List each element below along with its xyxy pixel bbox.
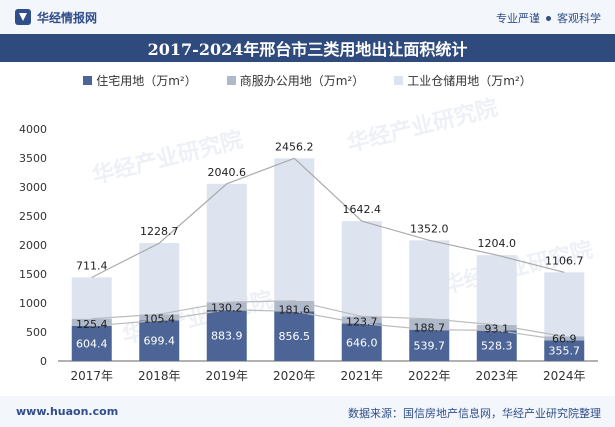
data-label-industrial: 2040.6 — [208, 166, 247, 179]
data-label-commercial: 181.6 — [279, 303, 311, 316]
data-label-commercial: 130.2 — [211, 302, 243, 315]
data-label-residential: 528.3 — [481, 340, 513, 353]
y-tick-label: 3000 — [19, 181, 47, 194]
x-tick-label: 2022年 — [408, 369, 451, 383]
data-label-residential: 646.0 — [346, 336, 378, 349]
bar-commercial — [206, 302, 247, 310]
data-label-industrial: 1642.4 — [343, 203, 382, 216]
data-label-industrial: 1228.7 — [140, 225, 179, 238]
y-tick-label: 0 — [40, 355, 47, 368]
dot-icon — [546, 15, 551, 21]
top-bar: 华经情报网 专业严谨 客观科学 — [0, 0, 615, 34]
x-tick-label: 2021年 — [340, 369, 383, 383]
data-label-residential: 699.4 — [144, 335, 176, 348]
legend-item-commercial: 商服办公用地（万m²） — [226, 71, 365, 89]
x-tick-label: 2017年 — [70, 369, 113, 383]
data-label-industrial: 1204.0 — [478, 237, 517, 250]
bar-industrial — [476, 255, 517, 325]
data-label-industrial: 711.4 — [76, 259, 108, 272]
bar-residential — [274, 311, 315, 361]
y-tick-label: 1500 — [19, 268, 47, 281]
bar-residential — [409, 329, 450, 361]
connector-line-commercial — [91, 300, 565, 338]
bar-commercial — [139, 314, 180, 321]
brand-name: 华经情报网 — [37, 10, 98, 25]
data-label-commercial: 123.7 — [346, 316, 378, 329]
bar-industrial — [274, 158, 315, 301]
x-tick-label: 2024年 — [543, 369, 586, 383]
bar-industrial — [544, 272, 585, 337]
legend-swatch-commercial — [226, 75, 236, 85]
connector-line-residential — [91, 309, 565, 341]
footer-source: 数据来源：国信房地产信息网，华经产业研究院整理 — [348, 407, 601, 420]
legend-swatch-residential — [83, 75, 93, 85]
bar-commercial — [544, 336, 585, 341]
footer-site[interactable]: www.huaon.com — [16, 405, 119, 418]
legend-swatch-industrial — [394, 75, 404, 85]
x-tick-label: 2020年 — [273, 369, 316, 383]
data-label-residential: 355.7 — [549, 345, 581, 358]
bar-commercial — [71, 318, 112, 326]
data-label-industrial: 1106.7 — [545, 254, 584, 267]
data-label-commercial: 125.4 — [76, 318, 108, 331]
bar-commercial — [409, 318, 450, 330]
bar-industrial — [206, 183, 247, 303]
bar-residential — [476, 330, 517, 361]
chart-legend: 住宅用地（万m²） 商服办公用地（万m²） 工业仓储用地（万m²） — [0, 71, 615, 89]
bar-industrial — [409, 240, 450, 319]
bar-industrial — [71, 277, 112, 319]
bar-commercial — [274, 300, 315, 312]
footer: www.huaon.com 数据来源：国信房地产信息网，华经产业研究院整理 — [0, 396, 615, 427]
data-label-commercial: 188.7 — [414, 322, 446, 335]
y-tick-label: 4000 — [19, 123, 47, 136]
y-tick-label: 2000 — [19, 239, 47, 252]
connector-line-industrial — [91, 157, 565, 278]
legend-label-commercial: 商服办公用地（万m²） — [239, 73, 365, 88]
chart-title: 2017-2024年邢台市三类用地出让面积统计 — [0, 34, 615, 62]
bar-residential — [206, 309, 247, 361]
slogan-tag-2: 客观科学 — [557, 12, 601, 25]
y-tick-label: 1000 — [19, 297, 47, 310]
data-label-residential: 883.9 — [211, 329, 243, 342]
brand[interactable]: 华经情报网 — [14, 8, 97, 26]
legend-label-residential: 住宅用地（万m²） — [96, 73, 197, 88]
legend-item-industrial: 工业仓储用地（万m²） — [394, 71, 532, 89]
bar-residential — [341, 323, 382, 361]
data-label-commercial: 105.4 — [144, 312, 176, 325]
x-tick-label: 2018年 — [138, 369, 181, 383]
bar-residential — [139, 320, 180, 361]
y-tick-label: 2500 — [19, 210, 47, 223]
data-label-commercial: 93.1 — [485, 322, 510, 335]
data-label-residential: 539.7 — [414, 339, 446, 352]
legend-label-industrial: 工业仓储用地（万m²） — [407, 73, 532, 88]
slogan-tag-1: 专业严谨 — [496, 12, 540, 25]
data-label-residential: 604.4 — [76, 337, 108, 350]
logo-icon — [15, 9, 31, 25]
bar-commercial — [341, 316, 382, 324]
y-tick-label: 500 — [26, 326, 47, 339]
bar-residential — [544, 340, 585, 361]
x-tick-label: 2023年 — [475, 369, 518, 383]
slogan: 专业严谨 客观科学 — [496, 10, 601, 26]
y-tick-label: 3500 — [19, 152, 47, 165]
legend-item-residential: 住宅用地（万m²） — [83, 71, 197, 89]
bar-industrial — [139, 243, 180, 315]
data-label-industrial: 1352.0 — [410, 222, 449, 235]
x-tick-label: 2019年 — [205, 369, 248, 383]
data-label-residential: 856.5 — [279, 330, 311, 343]
data-label-commercial: 66.9 — [552, 332, 577, 345]
data-label-industrial: 2456.2 — [275, 140, 314, 153]
bar-commercial — [476, 324, 517, 331]
bar-industrial — [341, 221, 382, 317]
bar-residential — [71, 325, 112, 361]
